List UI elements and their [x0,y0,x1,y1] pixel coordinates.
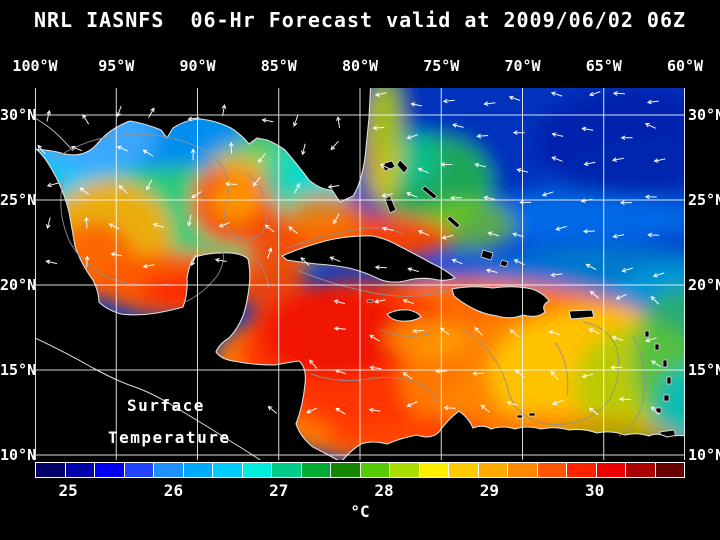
colorbar-tick-27: 27 [269,481,289,500]
land-puerto-rico [568,309,595,320]
lat-label-left-15°N: 15°N [0,361,37,379]
colorbar-segment [124,463,153,477]
colorbar-segment [419,463,448,477]
colorbar-segment [596,463,625,477]
lat-label-right-10°N: 10°N [688,446,720,464]
lon-label-70°W: 70°W [504,57,541,75]
colorbar-segment [360,463,389,477]
lat-label-right-30°N: 30°N [688,106,720,124]
lon-label-75°W: 75°W [423,57,460,75]
lat-label-left-25°N: 25°N [0,191,37,209]
land-masses [35,88,685,460]
lat-label-left-30°N: 30°N [0,106,37,124]
land-central-america [35,147,339,460]
colorbar-tick-29: 29 [479,481,499,500]
lon-label-95°W: 95°W [98,57,135,75]
map-annotation-surface: Surface [127,396,205,415]
lon-label-100°W: 100°W [12,57,58,75]
colorbar-segment [213,463,242,477]
lon-label-90°W: 90°W [179,57,216,75]
colorbar-segment [242,463,271,477]
sst-map [35,88,685,460]
colorbar-segment [65,463,94,477]
pacific-coastline [35,337,261,460]
colorbar-segment [508,463,537,477]
colorbar-tick-28: 28 [374,481,394,500]
colorbar-segment [390,463,419,477]
lat-label-right-20°N: 20°N [688,276,720,294]
lon-label-65°W: 65°W [585,57,622,75]
page-title: NRL IASNFS 06-Hr Forecast valid at 2009/… [33,8,687,32]
colorbar-segment [449,463,478,477]
rio-grande-river [35,117,74,152]
lat-label-right-15°N: 15°N [688,361,720,379]
colorbar-segment [183,463,212,477]
map-annotation-temperature: Temperature [108,428,231,447]
lat-label-left-10°N: 10°N [0,446,37,464]
colorbar-tick-26: 26 [163,481,184,500]
grid-lines [35,88,685,460]
colorbar-segment [331,463,360,477]
lon-label-85°W: 85°W [260,57,297,75]
lon-label-80°W: 80°W [341,57,379,75]
colorbar-segment [36,463,65,477]
current-vectors [37,91,666,416]
land-cuba [281,235,456,283]
lon-label-60°W: 60°W [666,57,704,75]
lat-label-right-25°N: 25°N [688,191,720,209]
colorbar-tick-30: 30 [585,481,605,500]
colorbar-segment [537,463,566,477]
colorbar-segment [626,463,655,477]
colorbar-segment [301,463,330,477]
land-jamaica [386,309,422,322]
colorbar-segment [154,463,183,477]
colorbar [35,462,685,478]
colorbar-unit: °C [350,502,370,521]
colorbar-tick-25: 25 [58,481,78,500]
land-south-america [341,410,685,460]
colorbar-segment [272,463,301,477]
lat-label-left-20°N: 20°N [0,276,37,294]
land-north-america [35,88,372,203]
colorbar-segment [567,463,596,477]
colorbar-segment [95,463,124,477]
land-bahamas [381,159,509,268]
colorbar-segment [655,463,684,477]
colorbar-segment [478,463,507,477]
land-hispaniola [451,286,550,319]
